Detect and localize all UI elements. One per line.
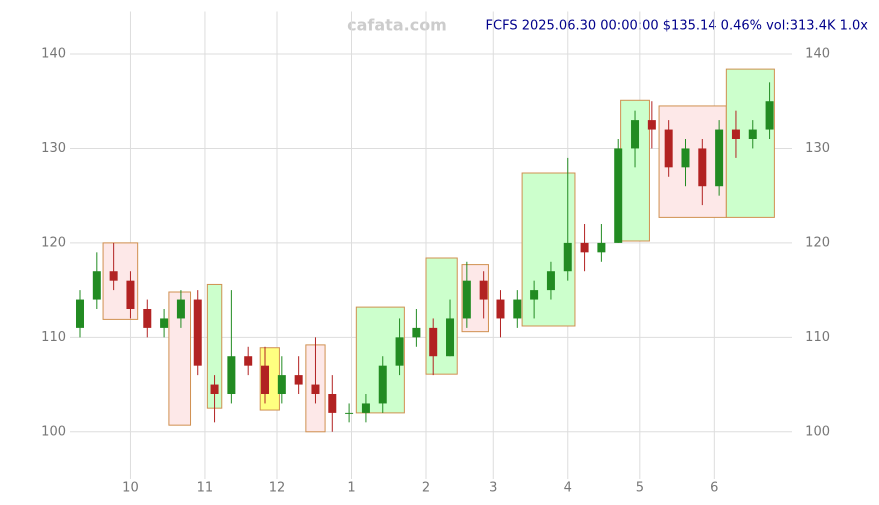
candle-body [765, 101, 774, 130]
candle-body [446, 318, 455, 357]
y-tick-label: 140 [41, 47, 66, 62]
y-tick-label-right: 100 [805, 424, 830, 439]
candle-body [261, 365, 270, 394]
candle-body [580, 242, 589, 253]
candle-body [530, 290, 539, 300]
candle-body [681, 148, 690, 168]
x-tick-label: 10 [122, 481, 139, 496]
y-tick-label: 120 [41, 235, 66, 250]
candle-body [614, 148, 623, 243]
candle-body [193, 299, 202, 366]
x-tick-label: 1 [347, 481, 355, 496]
candle-body [92, 271, 101, 300]
candle-body [513, 299, 522, 319]
candle-body [395, 337, 404, 366]
candle-body [563, 242, 572, 272]
candle-body [496, 299, 505, 319]
zone-box [425, 257, 458, 375]
candle-body [109, 271, 118, 281]
y-tick-label: 110 [41, 330, 66, 345]
x-tick-label: 2 [422, 481, 430, 496]
x-tick-label: 4 [564, 481, 572, 496]
x-tick-label: 5 [636, 481, 644, 496]
candle-body [176, 299, 185, 319]
candle-body [597, 242, 606, 253]
candle-body [345, 412, 354, 414]
chart-title: FCFS 2025.06.30 00:00:00 $135.14 0.46% v… [486, 19, 869, 34]
candle-body [143, 309, 152, 328]
y-tick-label-right: 120 [805, 235, 830, 250]
y-tick-label-right: 140 [805, 47, 830, 62]
candle-body [748, 129, 757, 139]
candle-body [328, 394, 337, 413]
candle-body [277, 375, 286, 394]
y-tick-label: 100 [41, 424, 66, 439]
candle-body [664, 129, 673, 168]
candle-body [160, 318, 169, 328]
candle-body [76, 299, 84, 328]
x-tick-label: 11 [197, 481, 214, 496]
candle-body [311, 384, 320, 394]
candle-body [698, 148, 707, 187]
candle-body [294, 375, 303, 385]
candle-body [361, 403, 370, 413]
candle-body [378, 365, 387, 404]
x-tick-label: 6 [710, 481, 718, 496]
candle-body [647, 120, 656, 130]
watermark: cafata.com [347, 16, 447, 35]
candle-body [731, 129, 740, 139]
x-tick-label: 12 [269, 481, 286, 496]
candle-body [429, 327, 438, 357]
candle-body [412, 327, 421, 338]
candle-body [210, 384, 219, 394]
y-tick-label-right: 130 [805, 141, 830, 156]
candle-body [126, 280, 135, 309]
y-tick-label: 130 [41, 141, 66, 156]
x-tick-label: 3 [489, 481, 497, 496]
candle-body [546, 271, 555, 291]
candle-body [631, 120, 640, 149]
candle-body [227, 356, 236, 394]
zone-box [168, 291, 192, 426]
zone-box [725, 68, 775, 218]
candle-body [479, 280, 488, 300]
candle-body [462, 280, 471, 319]
candle-body [244, 356, 253, 366]
y-tick-label-right: 110 [805, 330, 830, 345]
candle-body [715, 129, 724, 187]
